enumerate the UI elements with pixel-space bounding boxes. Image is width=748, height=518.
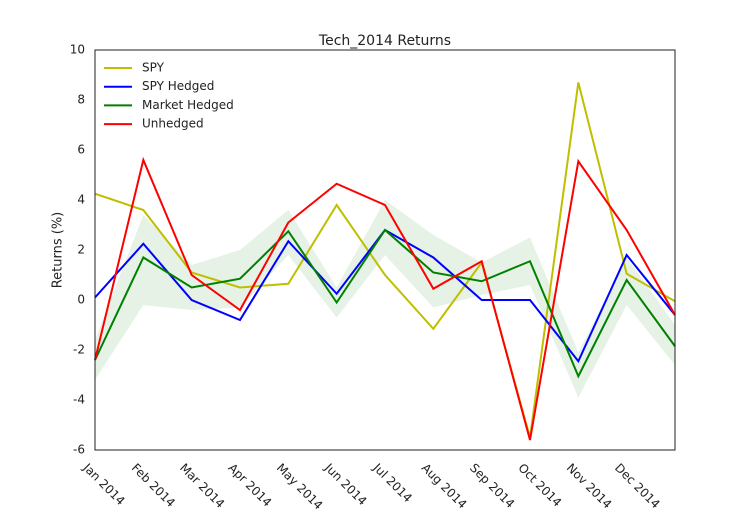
x-tick-label: Oct 2014 [515,461,564,510]
line [94,82,676,438]
y-tick-label: -4 [73,393,85,407]
x-tick-label: Apr 2014 [225,461,274,510]
y-axis-label: Returns (%) [51,212,66,289]
x-tick-label: Nov 2014 [564,461,615,512]
legend-label: SPY Hedged [142,79,214,93]
y-tick-label: 4 [77,193,85,207]
y-tick-label: 8 [77,93,85,107]
x-tick-label: May 2014 [274,461,326,513]
x-tick-label: Sep 2014 [467,461,517,511]
x-tick-label: Jan 2014 [80,460,128,508]
y-tick-label: 6 [77,143,85,157]
x-tick-label: Dec 2014 [612,461,663,512]
y-tick-label: -2 [73,343,85,357]
y-tick-label: 2 [77,243,85,257]
line [94,228,676,379]
x-tick-label: Jul 2014 [370,460,415,505]
legend-label: Market Hedged [142,98,234,112]
x-tick-label: Feb 2014 [129,461,178,510]
x-tick-label: Mar 2014 [177,461,227,511]
y-tick-label: 0 [77,293,85,307]
plot-frame [94,49,676,451]
line [94,156,676,441]
chart-title: Tech_2014 Returns [318,33,451,49]
y-tick-label: 10 [70,43,85,57]
x-tick-label: Aug 2014 [419,461,470,512]
band [95,200,675,398]
legend-label: Unhedged [142,117,204,131]
y-tick-label: -6 [73,443,85,457]
legend-label: SPY [142,61,165,75]
x-tick-label: Jun 2014 [321,460,369,508]
